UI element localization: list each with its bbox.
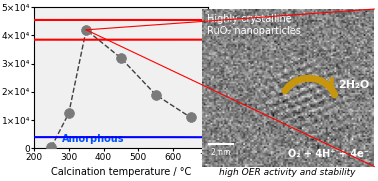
Point — [153, 93, 159, 96]
Point — [66, 112, 72, 115]
Point — [187, 116, 194, 119]
Text: O₂ + 4H⁺ + 4e⁻: O₂ + 4H⁺ + 4e⁻ — [288, 149, 369, 159]
Point — [83, 28, 89, 31]
Text: 2 nm: 2 nm — [211, 148, 231, 157]
Text: Highly crystalline
RuO₂ nanoparticles: Highly crystalline RuO₂ nanoparticles — [208, 14, 301, 36]
Text: Amorphous: Amorphous — [62, 134, 124, 144]
Point — [118, 57, 124, 60]
X-axis label: Calcination temperature / °C: Calcination temperature / °C — [51, 167, 191, 177]
Text: high OER activity and stability: high OER activity and stability — [219, 168, 356, 177]
Point — [48, 146, 54, 148]
Text: 2H₂O: 2H₂O — [338, 80, 369, 90]
